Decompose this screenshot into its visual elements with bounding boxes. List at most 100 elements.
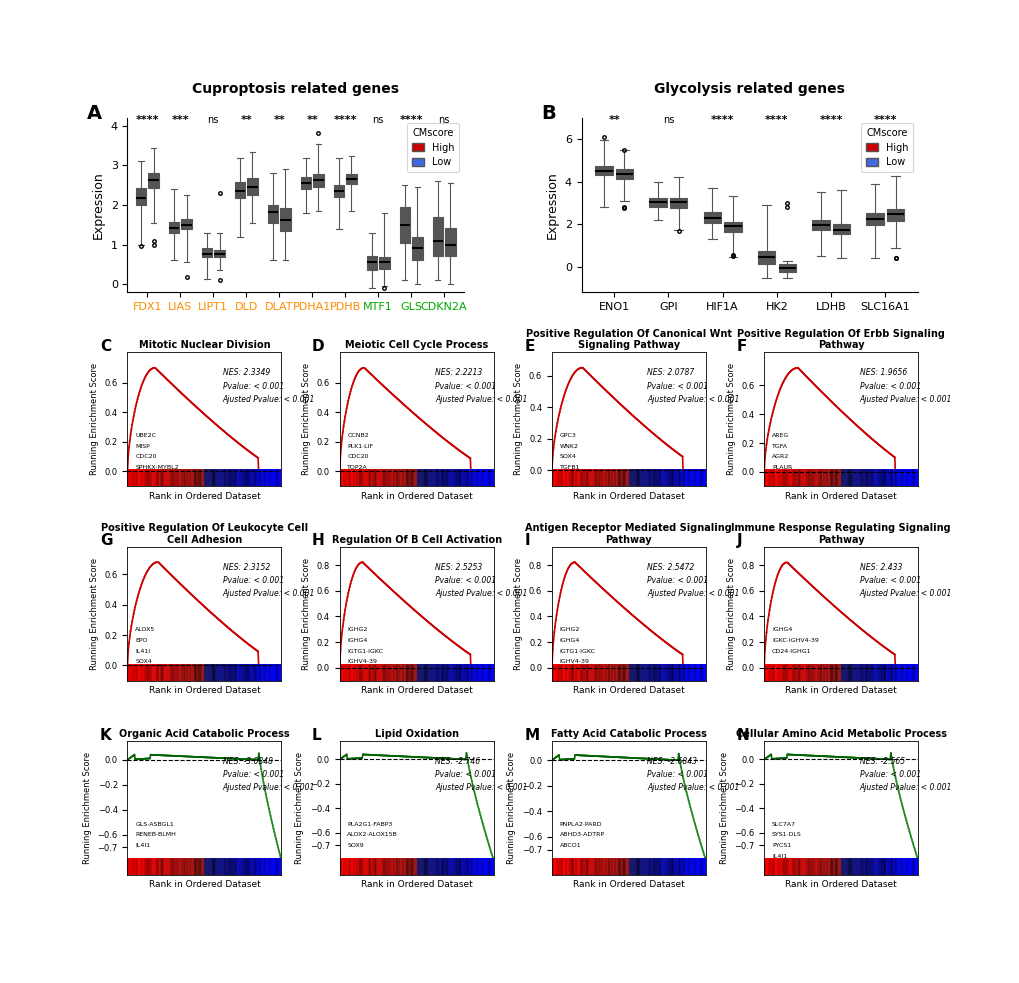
Text: IGKC·IGHV4-39: IGKC·IGHV4-39 <box>771 638 818 643</box>
PathPatch shape <box>669 199 687 207</box>
Text: NES: -2.746
Pvalue: < 0.001
Ajusted Pvalue: < 0.001: NES: -2.746 Pvalue: < 0.001 Ajusted Pval… <box>435 757 527 792</box>
Y-axis label: Expression: Expression <box>92 171 105 239</box>
Title: Positive Regulation Of Erbb Signaling
Pathway: Positive Regulation Of Erbb Signaling Pa… <box>737 328 945 350</box>
X-axis label: Rank in Ordered Dataset: Rank in Ordered Dataset <box>361 686 472 695</box>
Text: J: J <box>736 534 742 549</box>
Text: PYCS1: PYCS1 <box>771 842 791 848</box>
Text: NES: 2.0787
Pvalue: < 0.001
Ajusted Pvalue: < 0.001: NES: 2.0787 Pvalue: < 0.001 Ajusted Pval… <box>647 369 739 404</box>
X-axis label: Rank in Ordered Dataset: Rank in Ordered Dataset <box>573 492 684 500</box>
Text: I: I <box>524 534 530 549</box>
X-axis label: Rank in Ordered Dataset: Rank in Ordered Dataset <box>149 686 260 695</box>
Text: ALOX2·ALOX15B: ALOX2·ALOX15B <box>347 833 397 838</box>
Text: L: L <box>312 727 321 742</box>
PathPatch shape <box>333 185 343 197</box>
Text: WNK2: WNK2 <box>559 443 578 448</box>
Title: Regulation Of B Cell Activation: Regulation Of B Cell Activation <box>331 535 501 545</box>
Text: F: F <box>736 339 746 354</box>
PathPatch shape <box>280 208 290 231</box>
PathPatch shape <box>412 238 422 260</box>
Text: ****: **** <box>399 115 423 125</box>
Y-axis label: Running Enrichment Score: Running Enrichment Score <box>506 752 516 864</box>
Text: IGHV4-39: IGHV4-39 <box>347 660 377 665</box>
Text: SOX9: SOX9 <box>347 842 364 848</box>
Title: Cellular Amino Acid Metabolic Process: Cellular Amino Acid Metabolic Process <box>735 728 946 739</box>
Text: ****: **** <box>873 115 897 125</box>
Text: IGTG1·IGKC: IGTG1·IGKC <box>559 649 595 654</box>
X-axis label: Rank in Ordered Dataset: Rank in Ordered Dataset <box>785 492 896 500</box>
Y-axis label: Running Enrichment Score: Running Enrichment Score <box>302 364 311 476</box>
Y-axis label: Running Enrichment Score: Running Enrichment Score <box>514 557 523 669</box>
Text: ****: **** <box>710 115 734 125</box>
PathPatch shape <box>811 220 828 230</box>
Text: **: ** <box>607 115 620 125</box>
Title: Cuproptosis related genes: Cuproptosis related genes <box>192 82 398 96</box>
Text: A: A <box>87 104 102 123</box>
Title: Antigen Receptor Mediated Signaling
Pathway: Antigen Receptor Mediated Signaling Path… <box>525 523 732 545</box>
Text: CDC20: CDC20 <box>136 454 157 459</box>
PathPatch shape <box>865 213 882 225</box>
Text: CDC20: CDC20 <box>347 454 369 459</box>
Title: Mitotic Nuclear Division: Mitotic Nuclear Division <box>139 340 270 350</box>
Text: SLC7A7: SLC7A7 <box>771 822 795 827</box>
Text: NES: 2.5253
Pvalue: < 0.001
Ajusted Pvalue: < 0.001: NES: 2.5253 Pvalue: < 0.001 Ajusted Pval… <box>435 563 527 599</box>
Text: NES: 1.9656
Pvalue: < 0.001
Ajusted Pvalue: < 0.001: NES: 1.9656 Pvalue: < 0.001 Ajusted Pval… <box>859 369 951 404</box>
Text: SPHKX·MYBL2: SPHKX·MYBL2 <box>136 465 178 470</box>
Text: ****: **** <box>136 115 159 125</box>
Legend: High, Low: High, Low <box>861 123 912 172</box>
Text: PLAUR: PLAUR <box>771 465 792 470</box>
Y-axis label: Running Enrichment Score: Running Enrichment Score <box>294 752 304 864</box>
Y-axis label: Running Enrichment Score: Running Enrichment Score <box>90 557 99 669</box>
Text: ***: *** <box>171 115 189 125</box>
PathPatch shape <box>234 182 245 198</box>
Y-axis label: Running Enrichment Score: Running Enrichment Score <box>302 557 311 669</box>
PathPatch shape <box>649 198 666 206</box>
Text: CCNB2: CCNB2 <box>347 433 369 437</box>
Y-axis label: Expression: Expression <box>546 171 558 239</box>
Title: Immune Response Regulating Signaling
Pathway: Immune Response Regulating Signaling Pat… <box>731 523 950 545</box>
Text: PNPLA2·PARD: PNPLA2·PARD <box>559 822 601 827</box>
PathPatch shape <box>214 251 224 258</box>
Text: IGHG2: IGHG2 <box>559 627 580 632</box>
Text: IL4I1: IL4I1 <box>136 842 150 848</box>
Text: CD24·IGHG1: CD24·IGHG1 <box>771 649 810 654</box>
Text: NES: 2.2213
Pvalue: < 0.001
Ajusted Pvalue: < 0.001: NES: 2.2213 Pvalue: < 0.001 Ajusted Pval… <box>435 369 527 404</box>
Text: ABCO1: ABCO1 <box>559 842 581 848</box>
PathPatch shape <box>432 217 442 257</box>
Text: IGHG4: IGHG4 <box>347 638 368 643</box>
Text: NES: 2.3349
Pvalue: < 0.001
Ajusted Pvalue: < 0.001: NES: 2.3349 Pvalue: < 0.001 Ajusted Pval… <box>222 369 315 404</box>
PathPatch shape <box>723 221 741 232</box>
Y-axis label: Running Enrichment Score: Running Enrichment Score <box>726 364 735 476</box>
PathPatch shape <box>366 257 377 270</box>
PathPatch shape <box>168 221 179 233</box>
Text: ns: ns <box>207 115 219 125</box>
Text: IGHG4: IGHG4 <box>771 627 792 632</box>
PathPatch shape <box>832 224 850 234</box>
PathPatch shape <box>703 212 720 223</box>
Title: Positive Regulation Of Leukocyte Cell
Cell Adhesion: Positive Regulation Of Leukocyte Cell Ce… <box>101 523 308 545</box>
Title: Meiotic Cell Cycle Process: Meiotic Cell Cycle Process <box>344 340 488 350</box>
Text: PLK1·LIF: PLK1·LIF <box>347 443 373 448</box>
Text: ****: **** <box>764 115 788 125</box>
Text: UBE2C: UBE2C <box>136 433 156 437</box>
Y-axis label: Running Enrichment Score: Running Enrichment Score <box>719 752 728 864</box>
Text: IGHG2: IGHG2 <box>347 627 368 632</box>
Text: IGHV4-39: IGHV4-39 <box>559 660 589 665</box>
X-axis label: Rank in Ordered Dataset: Rank in Ordered Dataset <box>361 881 472 890</box>
Text: NES: -3.0848
Pvalue: < 0.001
Ajusted Pvalue: < 0.001: NES: -3.0848 Pvalue: < 0.001 Ajusted Pva… <box>222 757 315 792</box>
Text: SOX4: SOX4 <box>559 454 576 459</box>
Text: ABHD3·ADTRP: ABHD3·ADTRP <box>559 833 604 838</box>
Text: **: ** <box>273 115 284 125</box>
Text: AGR2: AGR2 <box>771 454 789 459</box>
Text: N: N <box>736 727 749 742</box>
Text: GLS·ASBGL1: GLS·ASBGL1 <box>136 822 174 827</box>
PathPatch shape <box>757 251 774 264</box>
Text: E: E <box>524 339 534 354</box>
Text: M: M <box>524 727 539 742</box>
Title: Positive Regulation Of Canonical Wnt
Signaling Pathway: Positive Regulation Of Canonical Wnt Sig… <box>526 328 732 350</box>
X-axis label: Rank in Ordered Dataset: Rank in Ordered Dataset <box>361 492 472 500</box>
Text: B: B <box>541 104 555 123</box>
Title: Glycolysis related genes: Glycolysis related genes <box>654 82 845 96</box>
Text: SOX4: SOX4 <box>136 660 152 665</box>
PathPatch shape <box>181 219 192 229</box>
Text: IL41I: IL41I <box>136 649 150 654</box>
